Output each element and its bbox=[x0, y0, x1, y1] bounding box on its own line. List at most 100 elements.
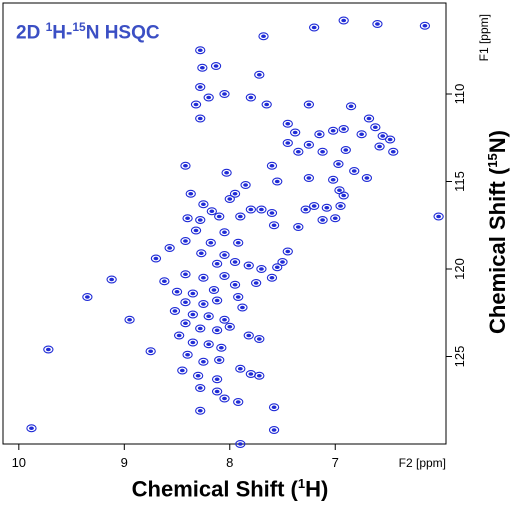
x-axis-label: Chemical Shift (1H) bbox=[0, 476, 460, 502]
peak-30 bbox=[388, 147, 399, 156]
peak-0 bbox=[309, 23, 320, 32]
peak-50 bbox=[198, 200, 209, 209]
peak-104 bbox=[195, 324, 206, 333]
x-tick-label-2: 8 bbox=[226, 455, 233, 470]
peak-102 bbox=[219, 315, 230, 324]
xlabel-sup: 1 bbox=[297, 476, 306, 491]
peak-22 bbox=[303, 140, 315, 149]
peak-31 bbox=[363, 114, 375, 123]
peak-27 bbox=[377, 132, 388, 140]
peak-132 bbox=[254, 371, 265, 380]
peak-16 bbox=[303, 100, 315, 109]
peak-93 bbox=[171, 287, 183, 296]
peak-72 bbox=[180, 237, 191, 245]
peak-42 bbox=[303, 174, 315, 182]
peak-88 bbox=[198, 273, 209, 282]
peak-128 bbox=[82, 293, 93, 301]
peak-25 bbox=[356, 130, 367, 139]
peak-99 bbox=[169, 307, 181, 315]
peak-70 bbox=[205, 238, 216, 247]
y-tick-label-1: 115 bbox=[452, 171, 467, 192]
title-sup2: 15 bbox=[72, 20, 86, 34]
peak-90 bbox=[229, 280, 241, 289]
peak-39 bbox=[180, 161, 191, 170]
peak-60 bbox=[309, 202, 320, 210]
peak-95 bbox=[198, 300, 209, 308]
peak-81 bbox=[272, 263, 283, 272]
x-tick-label-3: 7 bbox=[332, 455, 339, 470]
peak-55 bbox=[182, 214, 193, 223]
peak-133 bbox=[268, 426, 280, 434]
peak-124 bbox=[233, 398, 244, 406]
peak-68 bbox=[190, 226, 202, 235]
peak-77 bbox=[211, 259, 223, 268]
peak-67 bbox=[330, 214, 341, 223]
peak-40 bbox=[221, 168, 232, 177]
peak-layer bbox=[26, 16, 444, 448]
peak-94 bbox=[180, 298, 191, 307]
peak-91 bbox=[208, 286, 220, 294]
peak-36 bbox=[349, 167, 360, 175]
peak-115 bbox=[214, 356, 225, 364]
peak-1 bbox=[338, 16, 349, 25]
peak-107 bbox=[243, 331, 254, 340]
plot-frame bbox=[2, 2, 447, 445]
y-axis: 110 115 120 125 bbox=[446, 84, 467, 367]
x-axis: 10 9 8 7 bbox=[12, 444, 339, 470]
peak-62 bbox=[335, 202, 346, 210]
peak-54 bbox=[235, 212, 246, 221]
peak-28 bbox=[384, 135, 396, 144]
peak-2 bbox=[372, 20, 383, 28]
peak-106 bbox=[224, 322, 235, 331]
peak-112 bbox=[216, 343, 227, 352]
peak-119 bbox=[235, 364, 246, 373]
x-tick-label-1: 9 bbox=[121, 455, 128, 470]
peak-61 bbox=[321, 203, 332, 212]
peak-89 bbox=[219, 272, 230, 280]
peak-48 bbox=[185, 189, 196, 198]
peak-86 bbox=[180, 270, 191, 279]
peak-58 bbox=[266, 209, 278, 217]
peak-59 bbox=[300, 205, 311, 214]
peak-129 bbox=[124, 315, 135, 324]
y-tick-label-2: 120 bbox=[452, 258, 467, 280]
peak-75 bbox=[196, 249, 207, 258]
peak-100 bbox=[187, 310, 199, 319]
peak-130 bbox=[43, 345, 54, 354]
peak-38 bbox=[266, 161, 278, 170]
peak-114 bbox=[198, 357, 209, 366]
peak-125 bbox=[268, 403, 280, 412]
peak-51 bbox=[245, 205, 257, 214]
peak-26 bbox=[370, 123, 381, 132]
title-suffix: N HSQC bbox=[85, 22, 160, 44]
peak-9 bbox=[195, 83, 206, 91]
peak-111 bbox=[203, 340, 214, 349]
peak-98 bbox=[237, 303, 248, 312]
peak-41 bbox=[272, 177, 283, 186]
peak-15 bbox=[195, 114, 206, 123]
peak-78 bbox=[229, 258, 241, 266]
y-unit-label: F1 [ppm] bbox=[477, 14, 491, 61]
peak-127 bbox=[106, 275, 117, 284]
peak-12 bbox=[203, 93, 214, 102]
peak-85 bbox=[277, 258, 288, 266]
peak-109 bbox=[173, 331, 185, 340]
peak-97 bbox=[233, 293, 244, 301]
x-unit-label: F2 [ppm] bbox=[399, 456, 446, 470]
title-prefix: 2D bbox=[16, 22, 46, 44]
peak-3 bbox=[419, 21, 431, 30]
peak-83 bbox=[250, 279, 262, 287]
peak-63 bbox=[317, 216, 328, 224]
peak-118 bbox=[211, 375, 223, 384]
peak-123 bbox=[219, 394, 230, 403]
ylabel-suffix: N) bbox=[485, 130, 511, 154]
peak-45 bbox=[338, 191, 349, 200]
peak-23 bbox=[314, 130, 325, 139]
peak-49 bbox=[224, 195, 235, 203]
peak-21 bbox=[293, 147, 304, 156]
ylabel-sup: 15 bbox=[484, 153, 500, 168]
peak-122 bbox=[211, 387, 223, 396]
peak-71 bbox=[233, 238, 244, 247]
peak-64 bbox=[433, 212, 444, 221]
peak-103 bbox=[180, 319, 191, 328]
